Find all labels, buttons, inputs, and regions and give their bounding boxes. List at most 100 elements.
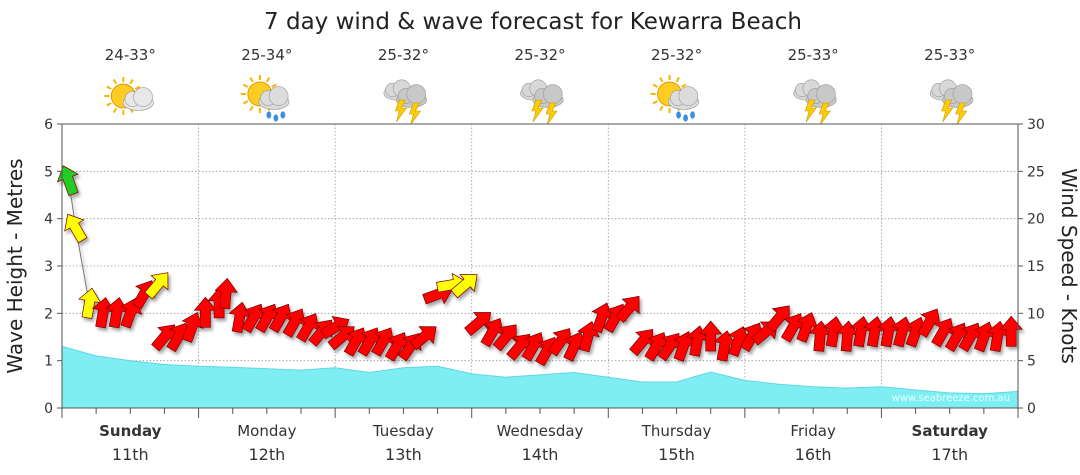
y-axis-label: Wave Height - Metres [3,158,27,373]
sun-ray [652,83,658,88]
wind-arrows-series [56,165,1023,367]
wind-arrow [698,320,723,352]
cloud-shape [406,84,426,104]
wind-arrow [144,272,169,300]
sun-ray [265,77,271,83]
wind-arrow [999,315,1023,347]
rain-drop [683,114,688,122]
lightning-bolt [531,99,544,123]
sun-ray [106,85,112,90]
wave-line [61,346,1019,395]
day-date-label: 15th [658,445,695,464]
wind-arrow [409,326,437,351]
wind-arrow [295,313,320,343]
day-headers: 24-33° 25-34° 25-32° 25-32° 25-32° 25-33° 25-3… [104,46,975,126]
day-header: 25-32° [514,46,566,126]
y2-tick-label: 10 [1027,306,1045,322]
day-name-label: Tuesday [372,422,434,440]
sun-ray [242,83,249,88]
y2-tick-label: 5 [1027,354,1036,370]
sun-ray [659,77,664,83]
sun-ray [112,79,118,85]
day-header: 25-32° [650,46,702,122]
sun-ray [681,83,687,88]
sun-ray [129,79,134,85]
day-date-label: 16th [795,445,832,464]
wind-arrow [282,308,306,338]
wave-area [62,346,1018,408]
day-name-label: Friday [790,422,836,440]
cloud-shape [268,86,289,106]
cloud-shape [133,87,153,107]
x-axis-day-labels: Sunday 11th Monday 12th Tuesday 13th Wednesday… [99,422,988,464]
rain-drop [266,111,272,119]
wind-arrow [521,332,545,362]
sun-ray [249,105,254,111]
day-name-label: Saturday [912,422,989,440]
day-date-label: 14th [522,445,559,464]
wind-arrow [193,296,218,328]
partly-cloudy-icon [104,77,154,115]
day-date-label: 11th [112,445,149,464]
temperature-range: 25-34° [241,46,292,64]
y-tick-label: 6 [44,117,53,133]
sun-ray [249,77,254,83]
y-tick-label: 5 [44,164,53,180]
temperature-range: 25-33° [788,46,839,64]
wind-arrow [713,330,737,362]
wind-arrow [673,330,696,362]
cloud-shape [952,84,973,104]
wind-arrow [765,305,790,333]
y2-tick-label: 25 [1027,164,1045,180]
chart-title: 7 day wind & wave forecast for Kewarra B… [264,9,802,35]
day-header: 25-32° [378,46,429,126]
sun-cloud-rain-icon [650,75,700,122]
wind-arrow [796,311,819,343]
watermark: www.seabreeze.com.au [892,393,1010,404]
wind-arrow [931,317,955,348]
wind-arrow [480,317,504,348]
sun-ray [659,105,664,111]
thunderstorm-icon [520,79,564,126]
temperature-range: 25-32° [651,46,702,64]
temperature-range: 24-33° [105,46,156,64]
rain-drop [690,111,695,119]
lightning-bolt [545,102,558,126]
wind-arrow [849,316,873,348]
y2-tick-label: 30 [1027,117,1045,133]
lightning-bolt [955,102,968,126]
lightning-bolt [395,99,408,123]
day-header: 24-33° [104,46,156,115]
temperature-range: 25-32° [378,46,429,64]
day-header: 25-33° [924,46,975,126]
wind-arrow [64,213,88,244]
cloud-shape [816,84,836,104]
rain-drop [676,111,681,119]
cloud-shape [542,84,563,104]
day-header: 25-33° [788,46,839,126]
y2-axis-label: Wind Speed - Knots [1057,168,1080,364]
day-header: 25-34° [240,46,292,122]
sun-ray [106,102,112,107]
sun-ray [675,77,680,83]
lightning-bolt [804,99,817,123]
wind-arrow [78,287,102,319]
wind-arrow [615,295,640,324]
sun-cloud-rain-icon [240,75,290,122]
sun-ray [271,83,277,88]
thunderstorm-icon [929,79,974,126]
y-tick-label: 3 [44,259,53,275]
temperature-range: 25-32° [514,46,565,64]
wind-arrow [822,316,846,348]
thunderstorm-icon [383,79,427,126]
temperature-range: 25-33° [924,46,975,64]
wind-arrow [727,326,750,358]
day-date-label: 13th [385,445,422,464]
day-date-label: 17th [931,445,968,464]
wind-arrow [917,308,941,338]
wind-arrow [464,312,492,337]
day-date-label: 12th [248,445,285,464]
thunderstorm-icon [793,79,837,126]
y-tick-label: 2 [44,306,53,322]
